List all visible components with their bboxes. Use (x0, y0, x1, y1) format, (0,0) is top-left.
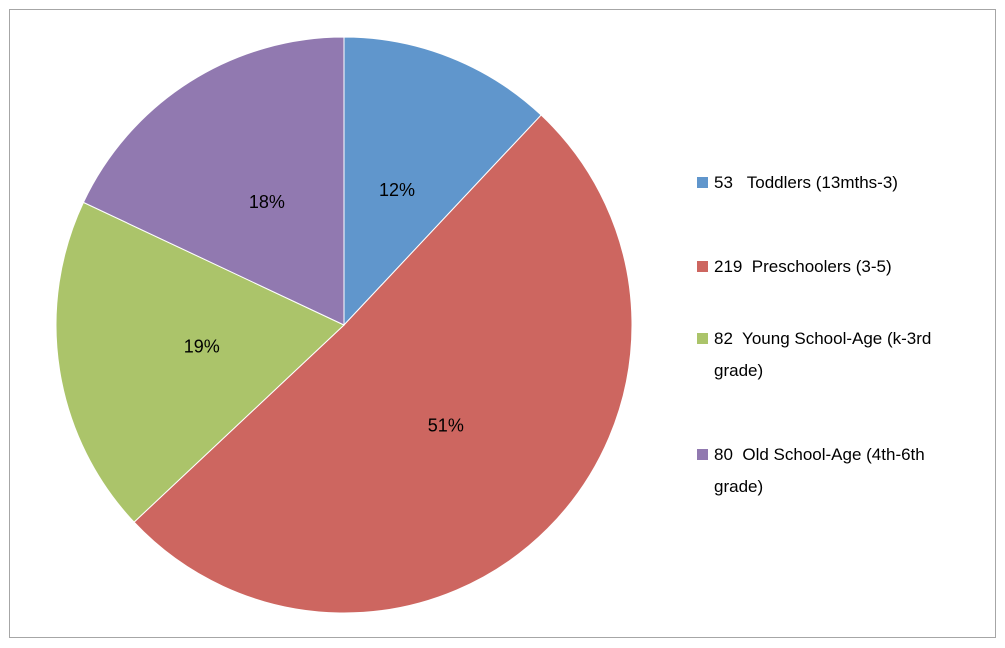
pie-slice (55, 201, 345, 523)
legend-label: 219 Preschoolers (3-5) (714, 257, 892, 276)
legend-item: 82 Young School-Age (k-3rd grade) (697, 323, 977, 387)
data-label: 18% (249, 192, 285, 212)
legend: 53 Toddlers (13mths-3) 219 Preschoolers (… (697, 167, 977, 555)
legend-label: 53 Toddlers (13mths-3) (714, 173, 898, 192)
legend-item: 80 Old School-Age (4th-6th grade) (697, 439, 977, 503)
data-label: 12% (379, 180, 415, 200)
legend-swatch (697, 449, 708, 460)
pie-slice (82, 36, 345, 326)
legend-swatch (697, 333, 708, 344)
pie-slice (133, 114, 633, 614)
data-label: 19% (184, 336, 220, 356)
pie-slice (343, 36, 542, 327)
legend-swatch (697, 261, 708, 272)
legend-label: 80 Old School-Age (4th-6th grade) (714, 445, 930, 496)
legend-item: 53 Toddlers (13mths-3) (697, 167, 977, 199)
legend-item: 219 Preschoolers (3-5) (697, 251, 977, 283)
data-label: 51% (428, 416, 464, 436)
legend-swatch (697, 177, 708, 188)
legend-label: 82 Young School-Age (k-3rd grade) (714, 329, 937, 380)
pie: 12% 51% 19% 18% (55, 36, 633, 614)
